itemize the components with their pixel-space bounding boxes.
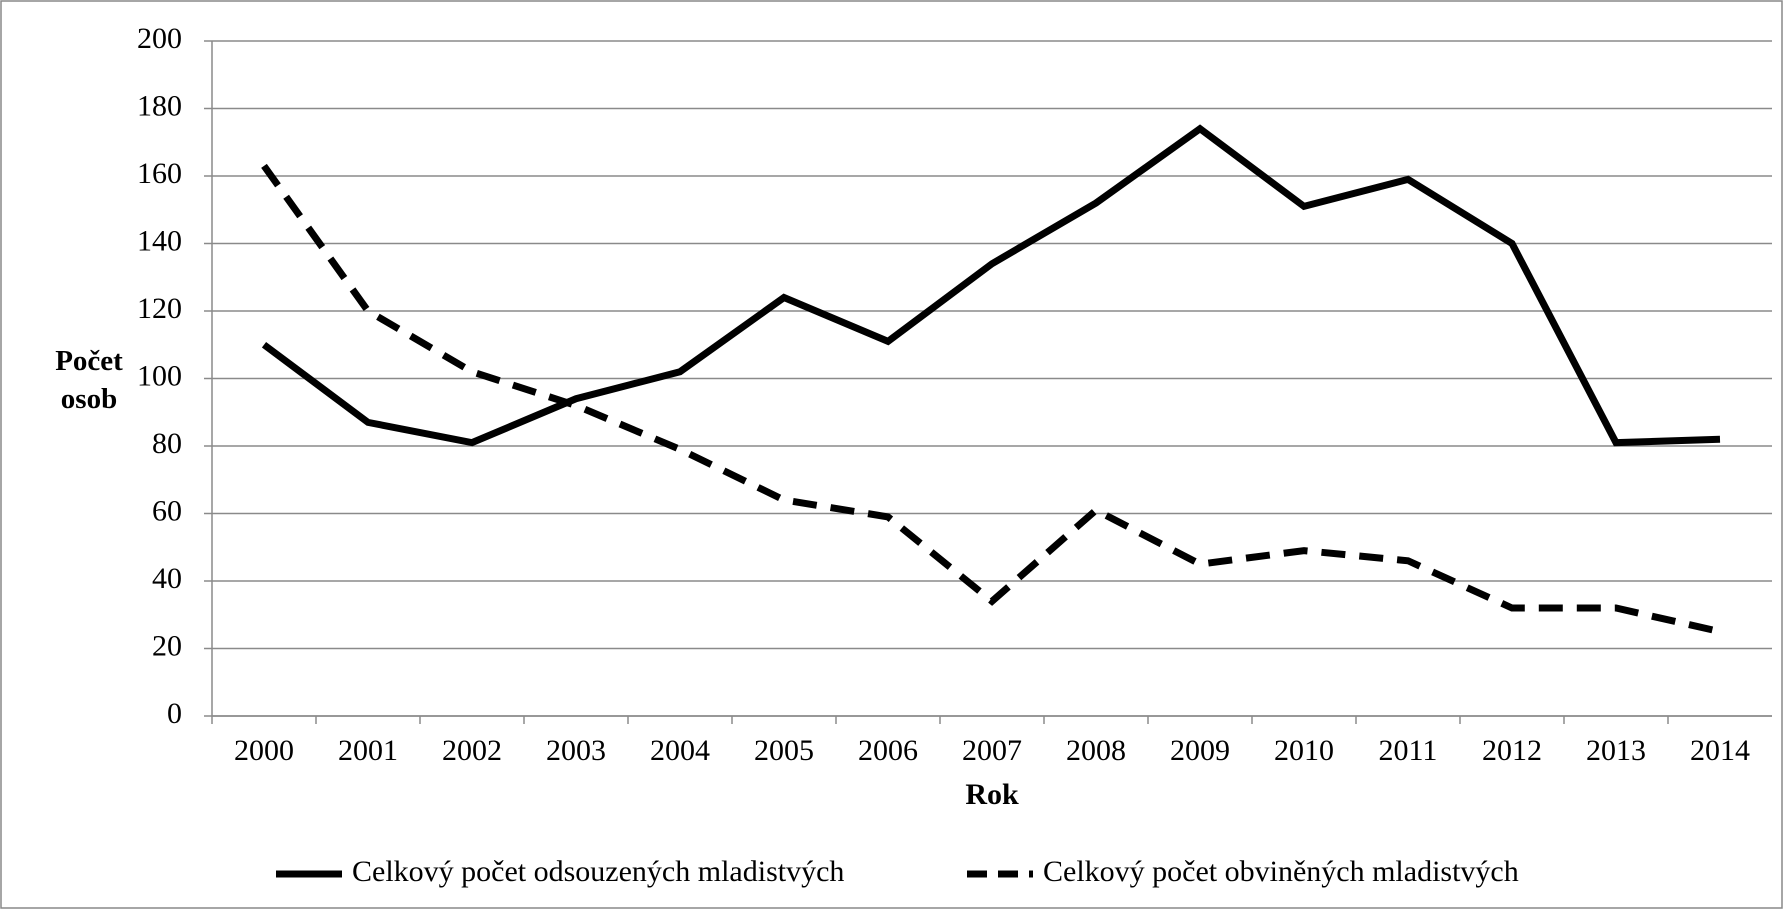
y-tick-label: 160	[137, 157, 182, 190]
y-tick-label: 40	[152, 562, 182, 595]
x-tick-label: 2004	[650, 734, 710, 767]
y-tick-label: 60	[152, 494, 182, 527]
x-tick-label: 2010	[1274, 734, 1334, 767]
x-tick-label: 2005	[754, 734, 814, 767]
line-series	[261, 163, 1721, 636]
x-tick-label: 2002	[442, 734, 502, 767]
x-tick-label: 2013	[1586, 734, 1646, 767]
x-tick-label: 2003	[546, 734, 606, 767]
y-tick-label: 200	[137, 22, 182, 55]
legend-label: Celkový počet obviněných mladistvých	[1043, 855, 1519, 888]
line-series	[261, 124, 1721, 447]
y-tick-label: 20	[152, 629, 182, 662]
y-tick-label: 140	[137, 224, 182, 257]
x-tick-label: 2012	[1482, 734, 1542, 767]
x-axis-label: Rok	[965, 778, 1019, 811]
y-tick-label: 120	[137, 292, 182, 325]
y-tick-label: 100	[137, 359, 182, 392]
x-tick-label: 2011	[1379, 734, 1438, 767]
x-tick-label: 2001	[338, 734, 398, 767]
x-tick-label: 2006	[858, 734, 918, 767]
x-tick-label: 2007	[962, 734, 1022, 767]
x-tick-label: 2009	[1170, 734, 1230, 767]
y-tick-label: 80	[152, 427, 182, 460]
legend-label: Celkový počet odsouzených mladistvých	[352, 855, 844, 888]
x-tick-label: 2000	[234, 734, 294, 767]
x-tick-label: 2014	[1690, 734, 1750, 767]
y-tick-label: 0	[167, 697, 182, 730]
x-tick-label: 2008	[1066, 734, 1126, 767]
y-axis-label: Počet osob	[55, 345, 123, 415]
y-tick-label: 180	[137, 89, 182, 122]
